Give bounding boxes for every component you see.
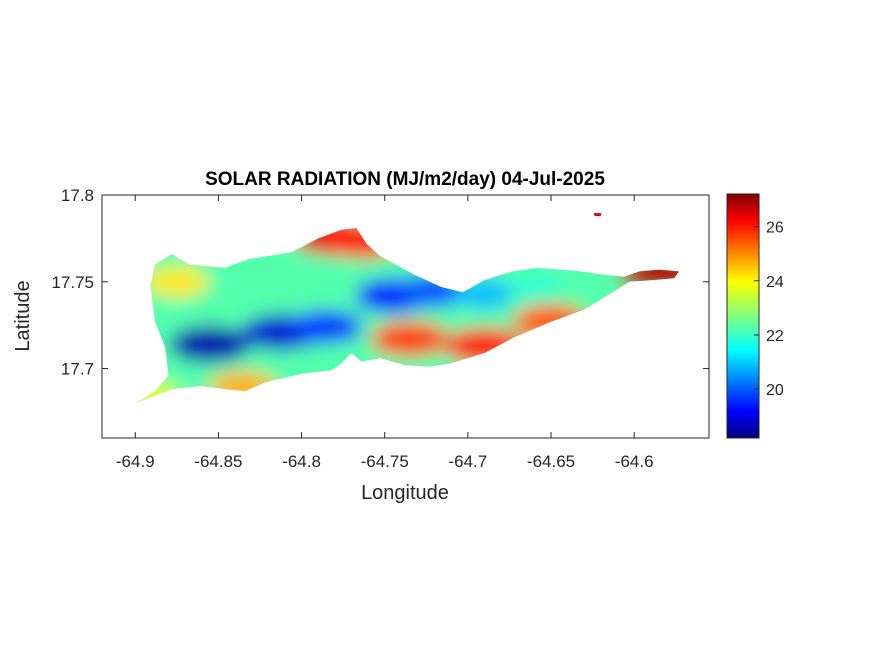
- field-cell-14: [208, 371, 279, 404]
- field-cell-6: [507, 273, 562, 301]
- x-axis: -64.9 -64.85 -64.8 -64.75 -64.7 -64.65 -64.6: [116, 195, 654, 471]
- x-tick-label: -64.8: [282, 452, 321, 471]
- colorbar-axis: 20 22 24 26: [754, 220, 784, 399]
- colorbar-tick-label: 20: [766, 382, 784, 399]
- field-cell-11: [513, 304, 589, 340]
- radiation-map: [135, 228, 680, 404]
- colorbar: [726, 193, 760, 439]
- y-tick-label: 17.8: [61, 186, 94, 205]
- field-cell-13: [144, 266, 210, 298]
- y-tick-label: 17.7: [61, 360, 94, 379]
- x-tick-label: -64.75: [361, 452, 409, 471]
- y-tick-label: 17.75: [51, 273, 94, 292]
- field-cell-9: [370, 321, 449, 357]
- y-axis: 17.8 17.75 17.7: [51, 186, 709, 379]
- x-tick-label: -64.7: [448, 452, 487, 471]
- x-tick-label: -64.65: [527, 452, 575, 471]
- field-cell-2: [290, 310, 363, 344]
- field-cell-0: [169, 325, 251, 363]
- x-tick-label: -64.6: [615, 452, 654, 471]
- x-tick-label: -64.9: [116, 452, 155, 471]
- colorbar-tick-label: 24: [766, 274, 784, 291]
- x-tick-label: -64.85: [194, 452, 242, 471]
- colorbar-tick-label: 22: [766, 328, 784, 345]
- y-axis-label: Latitude: [12, 280, 34, 351]
- field-base: [135, 228, 680, 404]
- plot-area: [101, 194, 710, 439]
- field-cell-15: [135, 381, 183, 404]
- cay-mark: [593, 213, 602, 217]
- field-cell-12: [618, 253, 680, 293]
- chart-title: SOLAR RADIATION (MJ/m2/day) 04-Jul-2025: [205, 169, 605, 190]
- x-axis-label: Longitude: [361, 482, 449, 504]
- field-cell-10: [444, 327, 525, 365]
- field-cell-8: [323, 228, 404, 259]
- colorbar-tick-label: 26: [766, 220, 784, 237]
- field-cell-5: [453, 278, 516, 309]
